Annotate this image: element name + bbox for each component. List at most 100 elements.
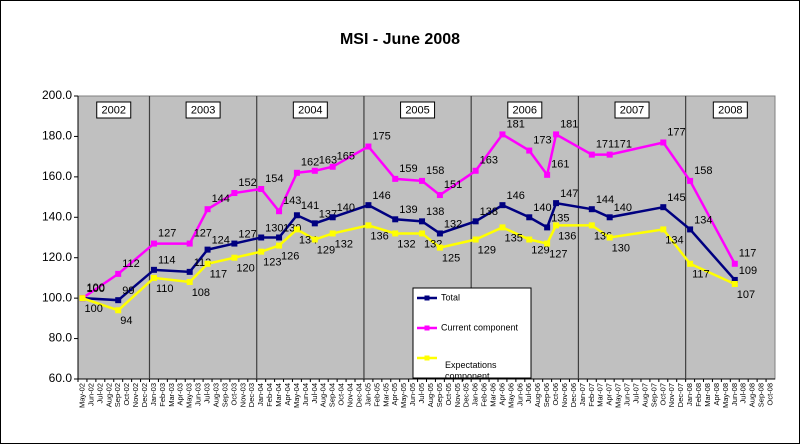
point-marker bbox=[293, 212, 300, 219]
data-label: 158 bbox=[426, 165, 444, 177]
data-label: 134 bbox=[694, 214, 712, 226]
x-tick-label: Sep-08 bbox=[757, 383, 766, 407]
y-tick-label: 200.0 bbox=[42, 88, 72, 102]
data-label: 151 bbox=[444, 179, 462, 191]
point-marker bbox=[660, 204, 667, 211]
x-tick-label: Feb-08 bbox=[694, 383, 703, 407]
x-tick-label: Dec-06 bbox=[569, 383, 578, 407]
point-marker bbox=[258, 234, 265, 241]
point-marker bbox=[186, 240, 193, 247]
x-tick-label: Apr-04 bbox=[283, 383, 292, 406]
point-marker bbox=[436, 230, 443, 237]
data-label: 159 bbox=[399, 163, 417, 175]
point-marker bbox=[392, 230, 399, 237]
data-label: 177 bbox=[667, 126, 685, 138]
point-marker bbox=[660, 226, 667, 233]
x-tick-label: Jul-02 bbox=[95, 383, 104, 403]
x-tick-label: Nov-07 bbox=[667, 383, 676, 407]
x-tick-label: Jan-03 bbox=[149, 383, 158, 406]
point-marker bbox=[204, 206, 211, 213]
point-marker bbox=[660, 139, 667, 146]
x-tick-label: Aug-05 bbox=[426, 383, 435, 407]
x-tick-label: Nov-03 bbox=[238, 383, 247, 407]
x-tick-label: Nov-05 bbox=[453, 383, 462, 407]
data-label: 165 bbox=[337, 151, 355, 163]
data-label: 136 bbox=[370, 230, 388, 242]
year-box bbox=[96, 101, 132, 119]
x-tick-label: Jul-04 bbox=[310, 383, 319, 403]
data-label: 171 bbox=[614, 139, 632, 151]
data-label: 100 bbox=[84, 303, 102, 315]
point-marker bbox=[544, 224, 551, 231]
x-tick-label: May-05 bbox=[399, 383, 408, 408]
x-tick-label: Dec-07 bbox=[676, 383, 685, 407]
data-label: 181 bbox=[560, 118, 578, 130]
point-marker bbox=[258, 185, 265, 192]
data-label: 138 bbox=[426, 206, 444, 218]
data-label: 124 bbox=[212, 235, 230, 247]
point-marker bbox=[231, 190, 238, 197]
x-tick-label: Dec-05 bbox=[462, 383, 471, 407]
point-marker bbox=[472, 167, 479, 174]
x-tick-label: Apr-05 bbox=[390, 383, 399, 406]
legend-marker bbox=[424, 325, 430, 331]
x-tick-label: Nov-06 bbox=[560, 383, 569, 407]
x-tick-label: Dec-02 bbox=[140, 383, 149, 407]
legend-box bbox=[412, 287, 532, 379]
point-marker bbox=[115, 297, 122, 304]
x-tick-label: Jul-03 bbox=[203, 383, 212, 403]
x-tick-label: Jul-07 bbox=[631, 383, 640, 403]
x-tick-label: Jun-07 bbox=[623, 383, 632, 406]
data-label: 162 bbox=[301, 157, 319, 169]
point-marker bbox=[150, 274, 157, 281]
data-label: 143 bbox=[283, 195, 301, 207]
data-label: 136 bbox=[558, 230, 576, 242]
x-tick-label: Nov-04 bbox=[346, 383, 355, 407]
y-tick-label: 60.0 bbox=[49, 371, 73, 385]
x-tick-label: May-02 bbox=[77, 383, 86, 408]
x-tick-label: Oct-05 bbox=[444, 383, 453, 406]
x-tick-label: Jun-04 bbox=[301, 383, 310, 406]
year-label: 2002 bbox=[102, 104, 126, 116]
point-marker bbox=[731, 280, 738, 287]
point-marker bbox=[329, 230, 336, 237]
x-tick-label: Jun-08 bbox=[730, 383, 739, 406]
x-tick-label: May-04 bbox=[292, 383, 301, 408]
point-marker bbox=[276, 234, 283, 241]
legend-label: Expectations component bbox=[445, 360, 497, 381]
data-label: 140 bbox=[533, 202, 551, 214]
point-marker bbox=[231, 240, 238, 247]
data-label: 144 bbox=[596, 194, 614, 206]
point-marker bbox=[553, 222, 560, 229]
point-marker bbox=[526, 214, 533, 221]
x-tick-label: Apr-08 bbox=[712, 383, 721, 406]
point-marker bbox=[499, 131, 506, 138]
point-marker bbox=[150, 240, 157, 247]
data-label: 109 bbox=[739, 265, 757, 277]
point-marker bbox=[526, 236, 533, 243]
x-tick-label: Mar-05 bbox=[381, 383, 390, 407]
x-tick-label: Feb-04 bbox=[265, 383, 274, 407]
data-label: 130 bbox=[612, 242, 630, 254]
data-label: 112 bbox=[122, 258, 140, 270]
point-marker bbox=[588, 222, 595, 229]
point-marker bbox=[311, 236, 318, 243]
point-marker bbox=[472, 236, 479, 243]
data-label: 129 bbox=[531, 244, 549, 256]
point-marker bbox=[419, 218, 426, 225]
point-marker bbox=[276, 242, 283, 249]
data-label: 117 bbox=[739, 248, 757, 260]
x-tick-label: Feb-05 bbox=[372, 383, 381, 407]
y-tick-label: 160.0 bbox=[42, 169, 72, 183]
point-marker bbox=[115, 270, 122, 277]
x-tick-label: May-03 bbox=[185, 383, 194, 408]
data-label: 127 bbox=[238, 228, 256, 240]
data-label: 135 bbox=[504, 232, 522, 244]
year-box bbox=[185, 101, 221, 119]
data-label: 161 bbox=[551, 159, 569, 171]
x-tick-label: Oct-03 bbox=[229, 383, 238, 406]
x-tick-label: Oct-07 bbox=[658, 383, 667, 406]
x-tick-label: Mar-06 bbox=[489, 383, 498, 407]
year-label: 2003 bbox=[191, 104, 215, 116]
